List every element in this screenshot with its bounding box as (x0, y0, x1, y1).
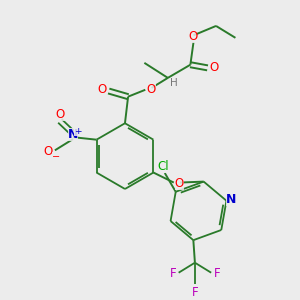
Text: O: O (175, 177, 184, 190)
Text: O: O (44, 146, 52, 158)
Text: H: H (170, 78, 178, 88)
Text: N: N (226, 193, 236, 206)
Text: O: O (55, 108, 64, 121)
Text: F: F (192, 286, 198, 298)
Text: O: O (97, 83, 106, 96)
Text: O: O (146, 82, 156, 96)
Text: Cl: Cl (158, 160, 169, 173)
Text: F: F (170, 267, 176, 280)
Text: +: + (74, 127, 82, 136)
Text: O: O (210, 61, 219, 74)
Text: −: − (52, 152, 61, 162)
Text: N: N (68, 128, 78, 141)
Text: F: F (214, 267, 220, 280)
Text: O: O (188, 30, 197, 43)
